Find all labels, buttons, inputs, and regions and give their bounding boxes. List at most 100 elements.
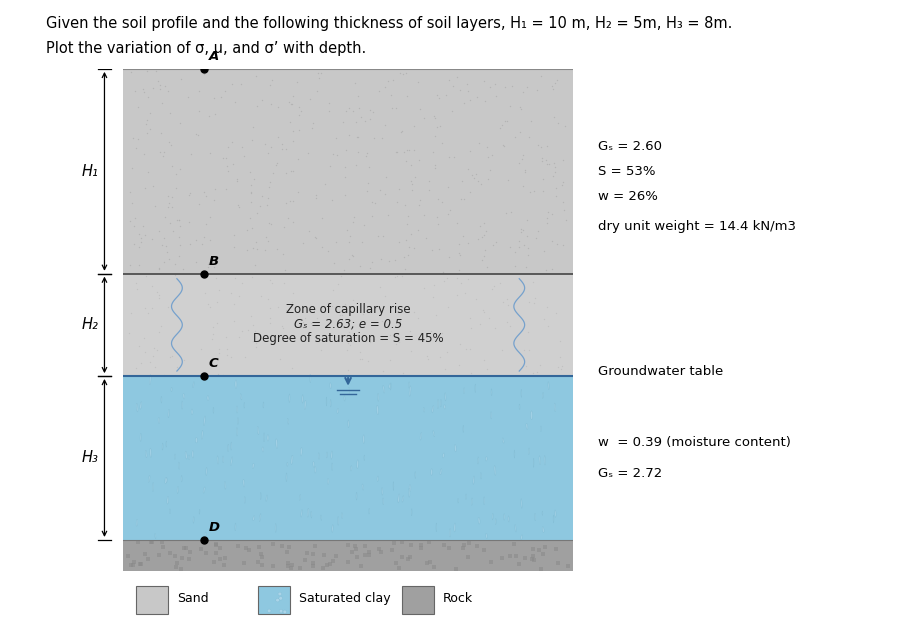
Point — [545, 263, 560, 273]
Point — [148, 362, 163, 372]
Ellipse shape — [223, 456, 224, 463]
Ellipse shape — [177, 487, 178, 493]
Point — [523, 187, 538, 197]
Point — [160, 191, 175, 201]
Ellipse shape — [230, 457, 232, 466]
Point — [304, 318, 318, 328]
Point — [171, 215, 186, 225]
Point — [460, 274, 475, 284]
Ellipse shape — [478, 517, 480, 524]
Point — [477, 307, 491, 317]
Point — [247, 174, 261, 184]
Point — [183, 240, 197, 250]
Point — [181, 92, 196, 102]
Point — [248, 342, 263, 352]
Point — [284, 166, 298, 176]
Point — [460, 238, 475, 248]
Point — [321, 98, 336, 108]
Point — [324, 301, 339, 311]
Point — [537, 542, 551, 552]
Point — [411, 312, 426, 322]
Point — [208, 273, 223, 283]
Point — [296, 317, 310, 327]
Point — [494, 345, 509, 356]
Ellipse shape — [432, 406, 434, 413]
Point — [450, 290, 464, 300]
Point — [308, 193, 323, 203]
Point — [157, 147, 171, 157]
Point — [480, 262, 494, 272]
Bar — [258, 586, 289, 614]
Point — [424, 325, 439, 335]
Point — [260, 192, 275, 203]
Point — [367, 133, 381, 143]
Point — [235, 326, 249, 336]
Point — [541, 159, 556, 169]
Point — [508, 261, 522, 271]
Point — [546, 112, 561, 122]
Point — [177, 543, 191, 553]
Point — [189, 234, 204, 245]
Text: Plot the variation of σ, u, and σ’ with depth.: Plot the variation of σ, u, and σ’ with … — [46, 41, 366, 56]
Point — [460, 86, 475, 96]
Ellipse shape — [438, 399, 439, 408]
Point — [516, 225, 531, 235]
Text: H₃: H₃ — [81, 450, 98, 465]
Point — [309, 334, 324, 344]
Point — [545, 209, 560, 219]
Point — [160, 247, 175, 257]
Point — [282, 97, 297, 107]
Point — [182, 554, 197, 564]
Point — [274, 144, 288, 154]
Point — [263, 177, 278, 187]
Point — [346, 251, 360, 261]
Point — [189, 256, 204, 266]
Point — [246, 243, 260, 253]
Ellipse shape — [311, 512, 312, 518]
Point — [407, 121, 421, 131]
Point — [449, 564, 463, 574]
Point — [238, 151, 252, 161]
Point — [262, 218, 277, 228]
Point — [477, 76, 491, 86]
Point — [145, 234, 159, 244]
Point — [413, 103, 428, 113]
Point — [333, 310, 348, 320]
Point — [217, 560, 232, 570]
Point — [248, 237, 263, 247]
Point — [514, 227, 529, 237]
Point — [476, 545, 490, 556]
Point — [361, 162, 376, 172]
Ellipse shape — [235, 523, 236, 531]
Point — [464, 368, 479, 378]
Point — [124, 308, 138, 319]
Point — [485, 149, 500, 159]
Point — [410, 225, 425, 235]
Point — [230, 174, 245, 184]
Point — [365, 257, 379, 267]
Point — [474, 179, 489, 189]
Ellipse shape — [445, 393, 446, 401]
Point — [165, 203, 179, 213]
Text: A: A — [208, 50, 218, 63]
Point — [152, 290, 167, 300]
Point — [358, 551, 372, 561]
Bar — [136, 586, 167, 614]
Point — [280, 213, 295, 223]
Point — [136, 149, 151, 159]
Point — [168, 562, 183, 572]
Ellipse shape — [203, 487, 205, 493]
Point — [279, 547, 294, 557]
Ellipse shape — [205, 532, 207, 538]
Point — [276, 249, 290, 259]
Ellipse shape — [529, 448, 530, 455]
Ellipse shape — [554, 403, 556, 411]
Point — [265, 278, 279, 288]
Point — [290, 322, 305, 332]
Point — [434, 328, 449, 338]
Point — [230, 200, 245, 210]
Point — [309, 86, 324, 96]
Ellipse shape — [304, 401, 306, 409]
Point — [460, 552, 475, 562]
Point — [138, 347, 153, 357]
